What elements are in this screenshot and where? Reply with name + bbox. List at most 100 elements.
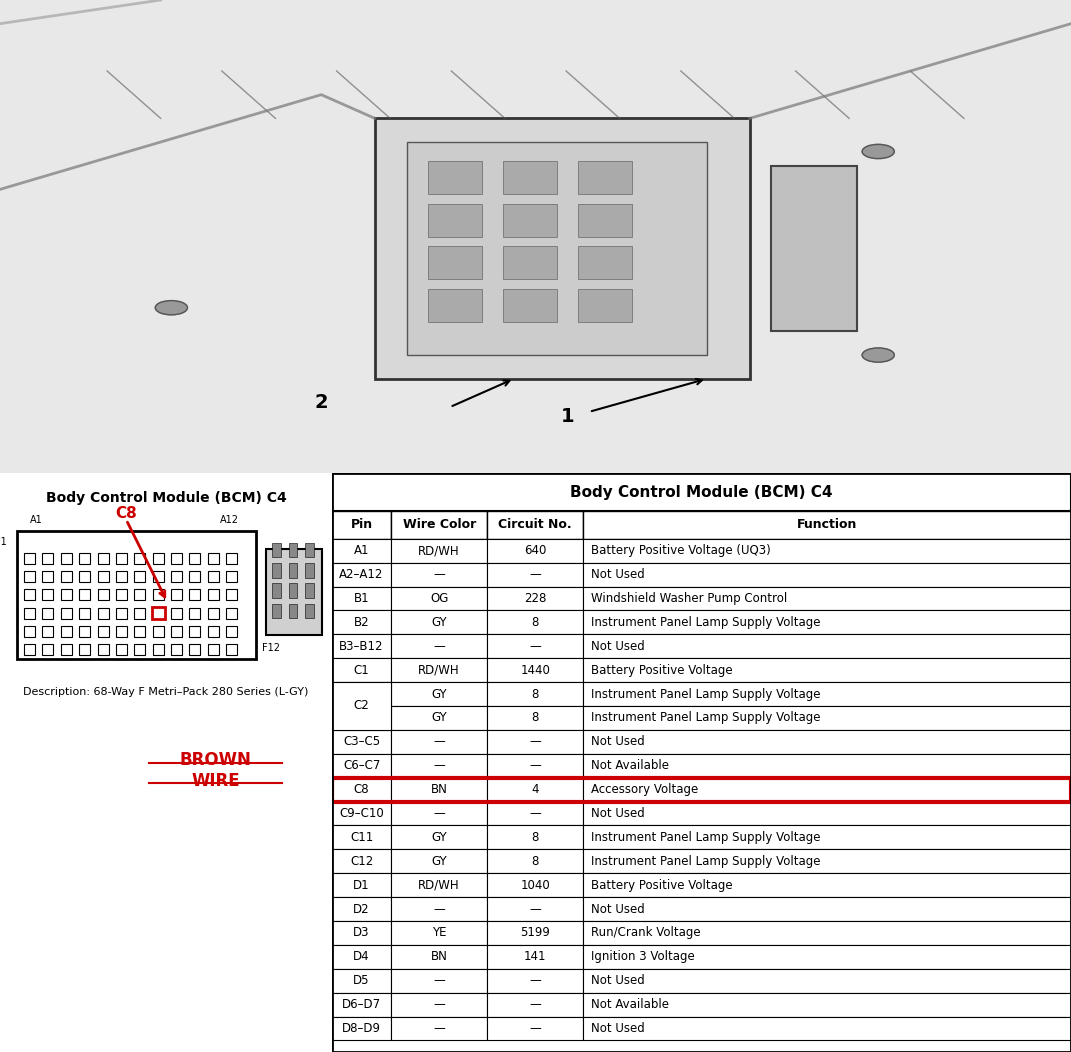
Bar bbox=[584, 897, 1071, 920]
Text: Not Used: Not Used bbox=[591, 1021, 645, 1035]
Text: B3–B12: B3–B12 bbox=[340, 640, 383, 653]
Circle shape bbox=[862, 348, 894, 362]
Text: Body Control Module (BCM) C4: Body Control Module (BCM) C4 bbox=[570, 485, 833, 500]
Bar bbox=[171, 608, 182, 619]
Bar bbox=[578, 246, 632, 280]
Text: C8: C8 bbox=[353, 783, 369, 796]
Bar bbox=[391, 587, 487, 610]
Bar bbox=[116, 608, 127, 619]
Text: D8–D9: D8–D9 bbox=[342, 1021, 381, 1035]
Bar bbox=[43, 644, 54, 655]
Bar bbox=[332, 682, 391, 706]
Bar bbox=[332, 563, 391, 587]
Bar bbox=[584, 610, 1071, 634]
Text: —: — bbox=[434, 903, 446, 915]
Text: F1: F1 bbox=[0, 537, 6, 547]
Circle shape bbox=[862, 144, 894, 159]
Text: D6–D7: D6–D7 bbox=[342, 998, 381, 1011]
Bar bbox=[584, 993, 1071, 1016]
Text: 8: 8 bbox=[531, 688, 539, 701]
Bar bbox=[332, 993, 391, 1016]
Text: Not Used: Not Used bbox=[591, 807, 645, 820]
Bar bbox=[584, 920, 1071, 945]
Bar bbox=[24, 626, 35, 636]
Bar bbox=[79, 626, 90, 636]
Bar bbox=[391, 993, 487, 1016]
Text: Windshield Washer Pump Control: Windshield Washer Pump Control bbox=[591, 592, 787, 605]
Text: C3–C5: C3–C5 bbox=[343, 735, 380, 748]
Bar bbox=[289, 583, 297, 598]
Bar bbox=[153, 589, 164, 601]
Bar bbox=[43, 553, 54, 564]
Bar bbox=[487, 587, 584, 610]
Bar bbox=[487, 945, 584, 969]
Bar bbox=[289, 543, 297, 558]
Bar bbox=[391, 826, 487, 849]
Text: —: — bbox=[529, 1021, 541, 1035]
Text: RD/WH: RD/WH bbox=[419, 664, 459, 676]
Bar bbox=[584, 969, 1071, 993]
Bar bbox=[171, 644, 182, 655]
Bar bbox=[97, 644, 108, 655]
Bar bbox=[428, 161, 482, 194]
Text: D4: D4 bbox=[353, 950, 369, 964]
Bar bbox=[487, 634, 584, 659]
Text: 640: 640 bbox=[524, 544, 546, 558]
Bar bbox=[208, 626, 218, 636]
Bar bbox=[272, 604, 281, 618]
Bar bbox=[190, 626, 200, 636]
Bar bbox=[61, 608, 72, 619]
Text: Not Used: Not Used bbox=[591, 974, 645, 987]
Bar bbox=[171, 626, 182, 636]
Bar bbox=[226, 553, 238, 564]
Bar bbox=[97, 571, 108, 582]
Bar bbox=[487, 969, 584, 993]
Bar bbox=[43, 626, 54, 636]
Text: A2–A12: A2–A12 bbox=[340, 568, 383, 581]
Text: BROWN
WIRE: BROWN WIRE bbox=[180, 751, 252, 790]
Bar bbox=[134, 553, 146, 564]
Text: —: — bbox=[529, 807, 541, 820]
Bar bbox=[61, 553, 72, 564]
Text: 8: 8 bbox=[531, 615, 539, 629]
Text: BN: BN bbox=[431, 783, 448, 796]
Bar bbox=[332, 634, 391, 659]
Bar bbox=[97, 589, 108, 601]
Bar bbox=[584, 945, 1071, 969]
Bar bbox=[487, 920, 584, 945]
Bar bbox=[584, 634, 1071, 659]
Bar bbox=[332, 511, 1071, 539]
Bar bbox=[226, 571, 238, 582]
Text: Not Available: Not Available bbox=[591, 998, 668, 1011]
Bar bbox=[487, 802, 584, 826]
Bar bbox=[61, 589, 72, 601]
Bar bbox=[391, 945, 487, 969]
Text: —: — bbox=[434, 974, 446, 987]
Bar bbox=[391, 539, 487, 563]
Text: Battery Positive Voltage: Battery Positive Voltage bbox=[591, 878, 733, 892]
Text: Instrument Panel Lamp Supply Voltage: Instrument Panel Lamp Supply Voltage bbox=[591, 831, 820, 844]
Bar bbox=[61, 571, 72, 582]
Text: —: — bbox=[434, 640, 446, 653]
Bar bbox=[391, 969, 487, 993]
Bar bbox=[428, 204, 482, 237]
Bar bbox=[578, 204, 632, 237]
Bar bbox=[487, 897, 584, 920]
Text: —: — bbox=[434, 735, 446, 748]
Text: D5: D5 bbox=[353, 974, 369, 987]
Bar bbox=[391, 849, 487, 873]
Bar bbox=[272, 543, 281, 558]
Bar bbox=[24, 608, 35, 619]
Bar bbox=[487, 754, 584, 777]
Text: Not Used: Not Used bbox=[591, 735, 645, 748]
Bar bbox=[332, 920, 391, 945]
Text: 8: 8 bbox=[531, 711, 539, 725]
Bar bbox=[584, 873, 1071, 897]
Text: Wire Color: Wire Color bbox=[403, 519, 476, 531]
Text: —: — bbox=[434, 568, 446, 581]
Bar bbox=[171, 553, 182, 564]
Bar bbox=[578, 161, 632, 194]
Bar bbox=[584, 730, 1071, 754]
Bar bbox=[391, 1016, 487, 1040]
Bar bbox=[97, 553, 108, 564]
